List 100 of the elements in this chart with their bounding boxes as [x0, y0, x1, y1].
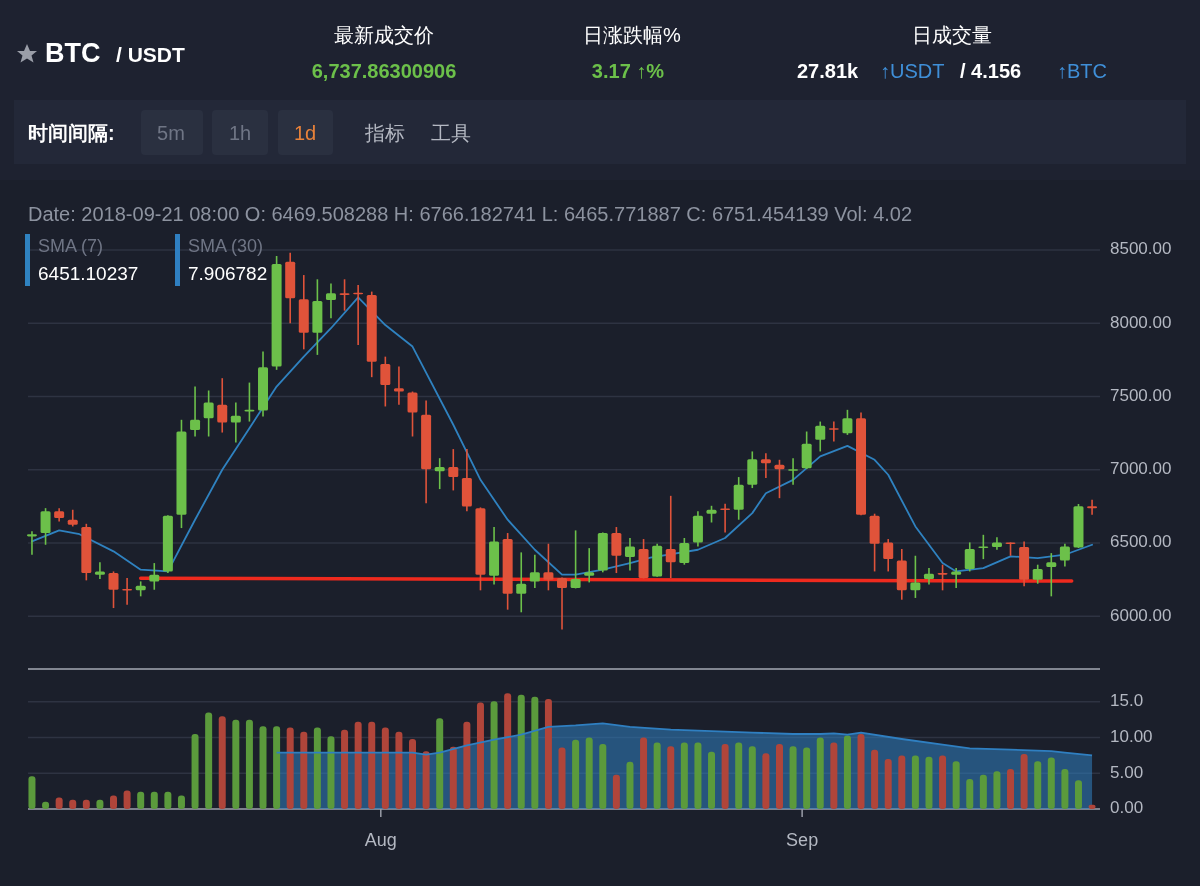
- bar: [694, 742, 702, 809]
- candlestick: [978, 534, 989, 560]
- bar: [612, 774, 620, 809]
- bar: [341, 729, 349, 809]
- candlestick: [149, 562, 160, 591]
- text: 指标: [364, 122, 405, 144]
- bar: [177, 795, 185, 809]
- bar: [137, 791, 145, 809]
- text: BTC: [45, 38, 101, 68]
- bar: [1061, 769, 1069, 809]
- bar: [232, 719, 240, 809]
- candlestick: [1059, 542, 1070, 568]
- bar: [368, 721, 376, 809]
- annotation: 6451.10237: [38, 263, 139, 284]
- bar: [843, 735, 851, 809]
- bar: [69, 799, 77, 809]
- text: Date: 2018-09-21 08:00 O: 6469.508288 H: 6766.182741 L: 6465.771887 C: 6751.454139 Vol: 4.02: [28, 203, 913, 225]
- bar: [150, 791, 158, 809]
- bar: [381, 727, 389, 809]
- bar: [191, 734, 199, 809]
- y-tick-label: 7000.00: [1110, 459, 1172, 479]
- bar: [599, 744, 607, 809]
- bar: [490, 701, 498, 809]
- y-tick-label: 7500.00: [1110, 385, 1172, 405]
- candlestick: [1087, 498, 1098, 516]
- candlestick: [611, 526, 622, 574]
- bar: [640, 737, 648, 809]
- bar: [952, 761, 960, 809]
- candlestick: [842, 409, 853, 436]
- text: / 4.156: [960, 60, 1022, 82]
- candlestick: [26, 530, 37, 556]
- candlestick: [951, 567, 962, 589]
- candlestick: [624, 537, 635, 572]
- bar: [1047, 757, 1055, 809]
- candlestick: [529, 553, 540, 589]
- bar: [653, 742, 661, 809]
- candlestick: [434, 457, 445, 490]
- bar: [789, 746, 797, 809]
- bar: [857, 734, 865, 809]
- candlestick: [883, 538, 894, 573]
- text: 1d: [293, 122, 317, 144]
- bar: [395, 731, 403, 809]
- y-tick-label: 6000.00: [1110, 605, 1172, 625]
- bar: [164, 791, 172, 809]
- candlestick: [937, 563, 948, 592]
- candlestick: [788, 457, 799, 486]
- y-tick-label: 8000.00: [1110, 312, 1172, 332]
- candlestick: [393, 365, 404, 406]
- text: 时间间隔:: [28, 122, 115, 144]
- text: 日涨跌幅%: [583, 24, 682, 46]
- candlestick: [516, 551, 527, 614]
- candlestick: [815, 420, 826, 453]
- bar: [966, 779, 974, 809]
- bar: [463, 721, 471, 809]
- candlestick: [40, 507, 51, 546]
- text: SMA (7): [38, 236, 104, 256]
- bar: [708, 751, 716, 809]
- text: 5m: [157, 122, 185, 144]
- candlestick: [570, 529, 581, 590]
- x-tick-label: Aug: [364, 830, 397, 850]
- bar: [1020, 754, 1028, 809]
- candlestick: [448, 448, 459, 492]
- y-tick-label: 10.00: [1110, 727, 1153, 747]
- bar: [884, 759, 892, 809]
- candlestick: [230, 401, 241, 444]
- text: 最新成交价: [334, 24, 434, 46]
- candlestick: [203, 389, 214, 438]
- bar: [871, 749, 879, 809]
- bar: [816, 737, 824, 809]
- line-series: [31, 296, 1093, 576]
- bar: [28, 776, 36, 809]
- candlestick: [1032, 563, 1043, 585]
- bar: [667, 746, 675, 809]
- text: 6,737.86300906: [311, 60, 457, 82]
- candlestick: [910, 554, 921, 599]
- bar: [205, 712, 213, 809]
- y-tick-label: 6500.00: [1110, 532, 1172, 552]
- text: ↑BTC: [1057, 60, 1107, 82]
- annotation: 7.906782: [188, 263, 268, 284]
- bar: [735, 742, 743, 809]
- bar: [82, 799, 90, 809]
- bar: [123, 790, 131, 809]
- bar: [531, 696, 539, 809]
- bar: [327, 736, 335, 809]
- bar: [898, 755, 906, 809]
- text: 3.17 ↑%: [591, 60, 665, 82]
- bar: [422, 751, 430, 809]
- candlestick: [584, 547, 595, 584]
- bar: [409, 739, 417, 809]
- text: 日成交量: [912, 24, 992, 46]
- bar: [830, 742, 838, 809]
- candlestick: [217, 377, 228, 434]
- bar: [775, 744, 783, 809]
- bar: [939, 755, 947, 809]
- bar: [273, 726, 281, 809]
- bar: [449, 746, 457, 809]
- bar: [259, 726, 267, 809]
- bar: [925, 756, 933, 809]
- bar: [110, 795, 118, 809]
- bar: [721, 744, 729, 809]
